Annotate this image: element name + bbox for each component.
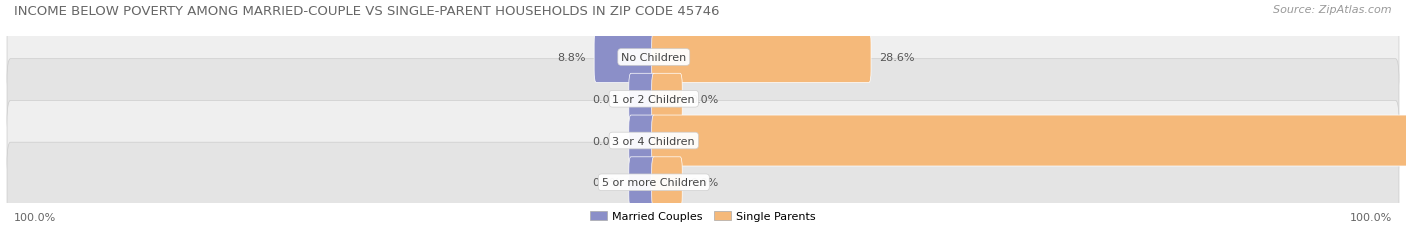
FancyBboxPatch shape: [652, 116, 1406, 166]
Text: 100.0%: 100.0%: [14, 212, 56, 222]
Text: 100.0%: 100.0%: [1350, 212, 1392, 222]
Text: 5 or more Children: 5 or more Children: [602, 177, 706, 188]
FancyBboxPatch shape: [652, 32, 872, 83]
FancyBboxPatch shape: [652, 157, 682, 208]
FancyBboxPatch shape: [628, 116, 657, 166]
FancyBboxPatch shape: [652, 74, 682, 125]
FancyBboxPatch shape: [628, 74, 657, 125]
FancyBboxPatch shape: [628, 157, 657, 208]
FancyBboxPatch shape: [7, 59, 1399, 139]
Text: 8.8%: 8.8%: [557, 53, 586, 63]
Text: Source: ZipAtlas.com: Source: ZipAtlas.com: [1274, 5, 1392, 15]
FancyBboxPatch shape: [7, 143, 1399, 222]
Text: 0.0%: 0.0%: [592, 94, 620, 104]
Text: 28.6%: 28.6%: [880, 53, 915, 63]
Legend: Married Couples, Single Parents: Married Couples, Single Parents: [586, 206, 820, 225]
Text: 1 or 2 Children: 1 or 2 Children: [613, 94, 695, 104]
Text: 3 or 4 Children: 3 or 4 Children: [613, 136, 695, 146]
Text: No Children: No Children: [621, 53, 686, 63]
Text: 0.0%: 0.0%: [690, 177, 718, 188]
Text: INCOME BELOW POVERTY AMONG MARRIED-COUPLE VS SINGLE-PARENT HOUSEHOLDS IN ZIP COD: INCOME BELOW POVERTY AMONG MARRIED-COUPL…: [14, 5, 720, 18]
Text: 0.0%: 0.0%: [690, 94, 718, 104]
FancyBboxPatch shape: [595, 32, 657, 83]
Text: 0.0%: 0.0%: [592, 136, 620, 146]
Text: 0.0%: 0.0%: [592, 177, 620, 188]
FancyBboxPatch shape: [7, 101, 1399, 181]
FancyBboxPatch shape: [7, 18, 1399, 98]
